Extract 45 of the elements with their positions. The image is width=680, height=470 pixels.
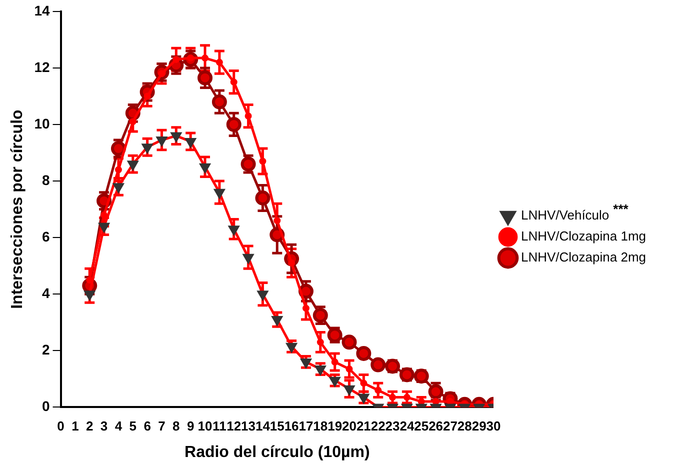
x-tick-label: 3 (100, 418, 108, 434)
x-tick-label: 20 (342, 418, 356, 434)
text: *** (613, 202, 630, 217)
y-tick-label: 8 (42, 172, 50, 188)
legend-label: LNHV/Clozapina 2mg (520, 250, 646, 265)
x-tick-label: 13 (241, 418, 256, 434)
x-tick-label: 25 (414, 418, 429, 434)
x-tick-label: 17 (298, 418, 314, 434)
x-tick-label: 4 (114, 418, 123, 434)
x-tick-label: 15 (270, 418, 284, 434)
y-axis-title: Intersecciones por círculo (9, 109, 26, 309)
x-tick-label: 21 (356, 418, 371, 434)
legend-label: LNHV/Clozapina 1mg (520, 228, 646, 244)
x-tick-label: 9 (186, 418, 194, 434)
x-tick-label: 23 (385, 418, 400, 434)
x-tick-label: 11 (212, 418, 226, 434)
x-tick-label: 30 (486, 418, 501, 434)
y-tick-label: 12 (34, 58, 50, 75)
x-tick-label: 7 (158, 418, 166, 434)
y-tick-label: 6 (42, 228, 50, 244)
x-tick-label: 16 (284, 418, 299, 434)
x-axis-title: Radio del círculo (10µm) (184, 444, 370, 461)
legend-label: LNHV/Vehículo (520, 208, 610, 223)
x-tick-label: 27 (442, 418, 458, 434)
y-tick-label: 4 (42, 284, 50, 301)
y-tick-label: 0 (42, 398, 50, 414)
x-tick-label: 29 (472, 418, 486, 434)
x-tick-label: 6 (144, 418, 151, 434)
x-tick-label: 8 (172, 418, 180, 434)
x-tick-label: 1 (72, 418, 79, 434)
y-tick-label: 10 (34, 115, 50, 132)
y-tick-label: 2 (42, 342, 50, 358)
x-tick-label: 14 (255, 418, 271, 434)
x-tick-label: 26 (428, 418, 444, 434)
x-tick-label: 19 (328, 418, 342, 434)
x-tick-label: 28 (457, 418, 472, 434)
x-tick-label: 12 (226, 418, 242, 434)
x-tick-label: 24 (400, 418, 415, 434)
x-tick-label: 22 (370, 418, 386, 434)
y-tick-label: 14 (34, 2, 50, 18)
x-tick-label: 0 (57, 418, 64, 434)
x-tick-label: 2 (86, 418, 94, 434)
x-tick-label: 18 (313, 418, 328, 434)
x-tick-label: 10 (198, 418, 212, 434)
x-tick-label: 5 (129, 418, 137, 434)
